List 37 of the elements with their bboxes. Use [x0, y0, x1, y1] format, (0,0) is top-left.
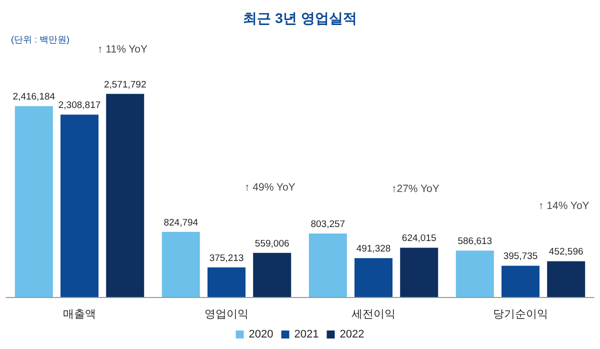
bar — [162, 232, 200, 297]
x-tick-label: 영업이익 — [204, 308, 248, 320]
bar — [308, 234, 347, 297]
annotation: ↑ 49% YoY — [244, 181, 296, 194]
bar — [547, 261, 586, 297]
x-tick-label: 매출액 — [63, 308, 96, 320]
legend-label: 2020 — [248, 328, 274, 340]
bar — [400, 248, 438, 297]
legend-label: 2022 — [340, 328, 364, 340]
data-label: 2,416,184 — [12, 92, 56, 103]
chart-subtitle: (단위 : 백만원) — [11, 34, 70, 44]
data-label: 824,794 — [164, 217, 198, 228]
bar — [106, 94, 144, 297]
annotation: ↑27% YoY — [392, 183, 440, 196]
x-tick-label: 당기순이익 — [493, 308, 548, 320]
data-label: 2,308,817 — [58, 100, 101, 112]
data-label: 624,015 — [402, 233, 436, 244]
data-label: 491,328 — [356, 244, 391, 255]
data-label: 375,213 — [209, 252, 244, 264]
data-label: 2,571,792 — [104, 79, 146, 90]
data-label: 559,006 — [254, 238, 290, 250]
data-label: 395,735 — [503, 251, 538, 262]
bar — [60, 114, 98, 297]
bar — [456, 250, 494, 297]
chart-title: 최근 3년 영업실적 — [243, 10, 357, 26]
bar — [14, 106, 53, 297]
data-label: 452,596 — [548, 246, 584, 258]
annotation: ↑ 14% YoY — [538, 200, 590, 212]
data-label: 586,613 — [458, 236, 492, 248]
legend-label: 2021 — [294, 328, 319, 340]
bar — [208, 267, 246, 297]
bar — [502, 266, 540, 297]
x-tick-label: 세전이익 — [352, 308, 396, 320]
text: ↑ 11% YoY — [98, 43, 148, 56]
bar — [354, 258, 392, 297]
bar — [253, 252, 292, 297]
data-label: 803,257 — [310, 219, 346, 230]
